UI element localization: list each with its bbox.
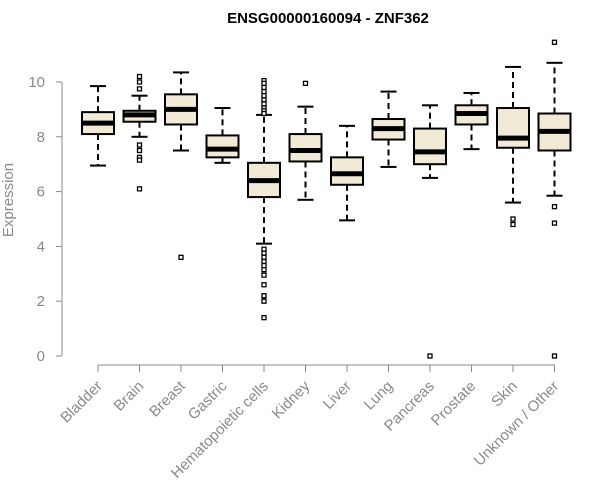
chart-title: ENSG00000160094 - ZNF362	[227, 10, 429, 27]
x-tick-label: Lung	[361, 378, 397, 414]
outlier-point	[261, 246, 267, 252]
box-prostate	[454, 91, 489, 151]
outlier-point	[261, 88, 267, 95]
outlier-point	[261, 298, 267, 304]
outlier-point	[261, 262, 267, 269]
x-tick-label: Breast	[146, 377, 189, 420]
x-tick-label: Bladder	[57, 378, 106, 427]
outlier-point	[261, 110, 267, 117]
box-liver	[330, 124, 364, 222]
outlier-point	[136, 157, 143, 163]
outlier-point	[136, 79, 143, 85]
outlier-point	[261, 101, 267, 107]
box-unknown-other	[537, 39, 572, 359]
outlier-point	[261, 267, 267, 273]
outlier-point	[261, 250, 267, 256]
y-tick-label: 2	[37, 293, 45, 310]
outlier-point	[261, 282, 267, 288]
outlier-point	[551, 204, 558, 210]
y-tick-label: 0	[37, 348, 45, 365]
x-tick-label: Brain	[111, 378, 148, 415]
boxes-group	[81, 39, 572, 359]
y-tick-label: 8	[37, 129, 45, 146]
outlier-point	[136, 86, 143, 92]
outlier-point	[510, 216, 516, 222]
outlier-point	[261, 84, 267, 91]
y-axis-title: Expression	[0, 163, 17, 237]
outlier-point	[178, 254, 184, 261]
box-pancreas	[413, 104, 447, 359]
x-tick-label: Kidney	[269, 377, 314, 422]
x-tick-label: Prostate	[428, 378, 480, 430]
box-breast	[164, 71, 198, 261]
y-tick-label: 10	[28, 74, 45, 91]
outlier-point	[261, 314, 267, 321]
outlier-point	[261, 258, 267, 265]
outlier-point	[261, 254, 267, 261]
outlier-point	[136, 147, 143, 154]
box-hematopoietic-cells	[247, 77, 281, 321]
iqr-box	[413, 127, 447, 166]
outlier-point	[261, 80, 267, 87]
y-tick-label: 6	[37, 184, 45, 201]
box-bladder	[81, 85, 115, 167]
y-axis: 0 2 4 6 8 10	[28, 74, 63, 365]
iqr-box	[205, 134, 240, 159]
outlier-point	[261, 93, 267, 99]
outlier-point	[510, 221, 516, 228]
iqr-box	[330, 156, 364, 186]
outlier-point	[136, 73, 143, 80]
iqr-box	[496, 107, 530, 149]
iqr-box	[288, 133, 323, 163]
outlier-point	[302, 80, 309, 87]
outlier-point	[551, 39, 558, 45]
outlier-point	[427, 353, 433, 359]
box-skin	[496, 65, 530, 228]
x-tick-label: Skin	[488, 378, 521, 411]
outlier-point	[261, 272, 267, 278]
box-brain	[122, 73, 157, 192]
outlier-point	[136, 142, 143, 148]
outlier-point	[261, 293, 267, 299]
box-kidney	[288, 80, 323, 201]
box-gastric	[205, 107, 240, 164]
outlier-point	[551, 220, 558, 226]
outlier-point	[261, 97, 267, 103]
outlier-point	[136, 186, 143, 192]
box-lung	[371, 90, 406, 168]
y-tick-label: 4	[37, 238, 45, 255]
outlier-point	[551, 353, 558, 359]
x-tick-label: Liver	[320, 378, 355, 413]
